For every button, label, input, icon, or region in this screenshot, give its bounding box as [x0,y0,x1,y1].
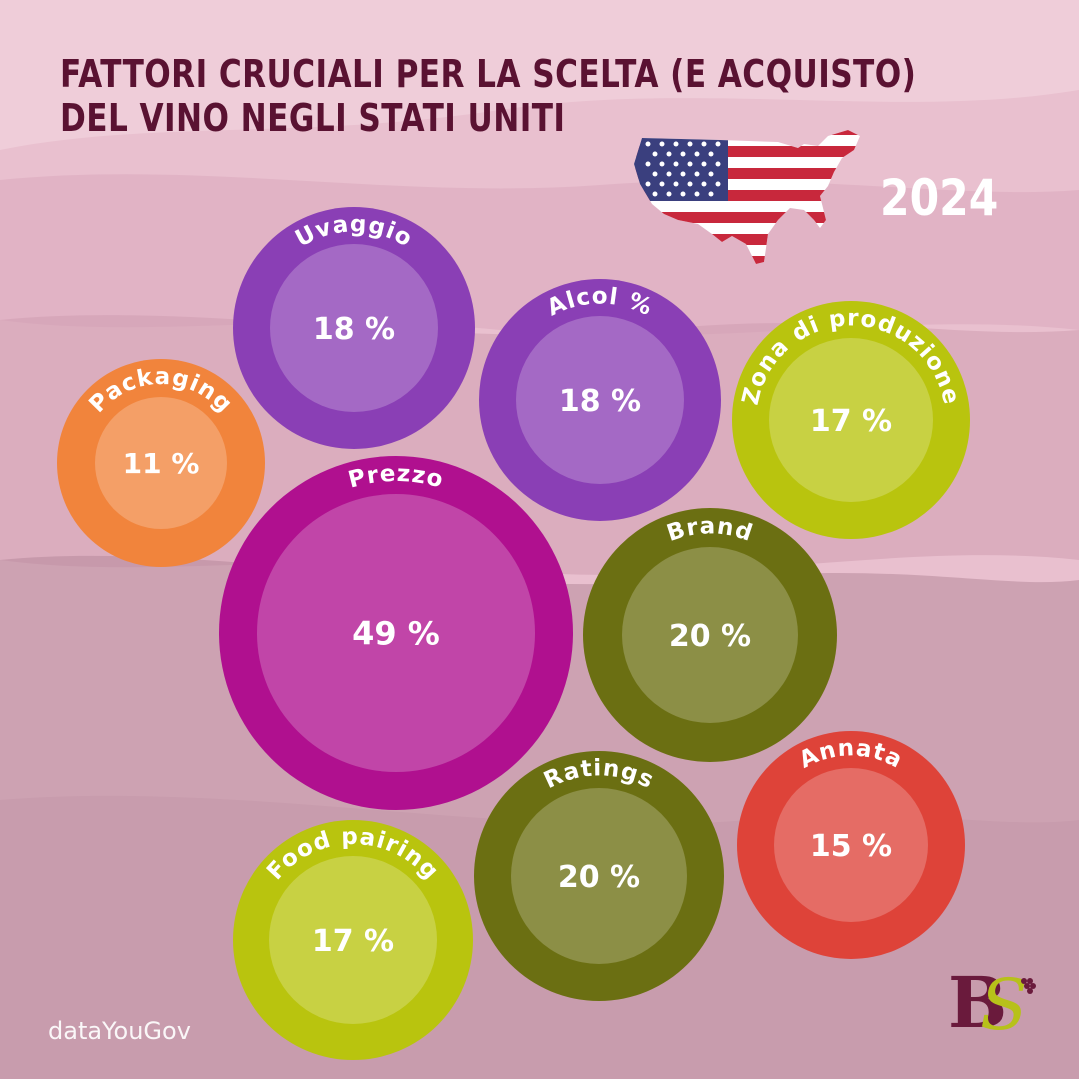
bubble-value: 11 % [123,447,200,480]
grape-logo-icon: B S [948,961,1036,1045]
bubble-inner [769,338,933,502]
bubble-inner [516,316,684,484]
bubble-inner [270,244,438,412]
year-label: 2024 [880,169,999,227]
bubble-inner [774,768,928,922]
title-line-1: FATTORI CRUCIALI PER LA SCELTA (E ACQUIS… [60,52,917,96]
svg-text:B: B [948,961,1007,1044]
bubble-value: 20 % [669,619,751,654]
bubble-value: 18 % [559,384,641,419]
bubble-value: 15 % [810,829,892,864]
usa-flag-map-icon [634,130,860,264]
bubble-inner [269,856,437,1024]
source-label: dataYouGov [48,1017,191,1045]
bubble-value: 17 % [312,924,394,959]
bubble-value: 17 % [810,404,892,439]
bubble-inner [622,547,798,723]
bubble-value: 20 % [558,860,640,895]
bubble-value: 49 % [352,615,440,653]
bubble-alcol: Alcol %18 % [479,279,721,521]
bubble-inner [95,397,227,529]
bubble-inner [511,788,687,964]
bubble-inner [257,494,535,772]
title-line-2: DEL VINO NEGLI STATI UNITI [60,96,566,140]
chart-title: FATTORI CRUCIALI PER LA SCELTA (E ACQUIS… [60,52,916,140]
bubble-value: 18 % [313,312,395,347]
svg-text:S: S [980,964,1028,1045]
